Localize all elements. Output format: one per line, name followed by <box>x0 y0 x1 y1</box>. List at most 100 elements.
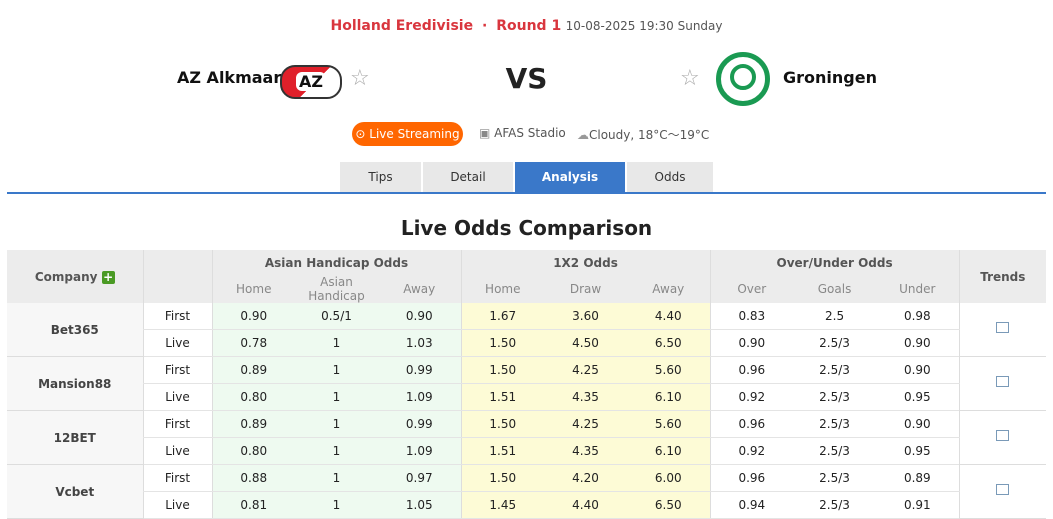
company-label: Company <box>34 269 98 284</box>
odds-cell: 0.89 <box>211 410 295 438</box>
odds-cell: 0.81 <box>211 491 295 519</box>
ou-header: Over/Under Odds <box>709 250 960 275</box>
odds-cell: 6.50 <box>627 329 711 357</box>
favorite-star-icon[interactable]: ☆ <box>350 66 370 91</box>
away-team-logo[interactable] <box>716 52 770 106</box>
home-team-logo[interactable]: AZ <box>280 65 342 99</box>
odds-cell: 1 <box>295 437 378 465</box>
odds-cell: 5.60 <box>627 410 711 438</box>
company-name[interactable]: 12BET <box>7 410 143 465</box>
odds-cell: 1 <box>295 491 378 519</box>
odds-type: First <box>142 410 212 438</box>
odds-cell: 0.78 <box>211 329 295 357</box>
match-datetime: 10-08-2025 19:30 Sunday <box>565 19 723 33</box>
weather-text: Cloudy, 18°C～19°C <box>589 128 710 142</box>
x2-header: 1X2 Odds <box>460 250 711 275</box>
cloud-icon: ☁ <box>577 128 589 142</box>
company-header: Company + <box>7 250 143 303</box>
odds-cell: 1 <box>295 383 378 411</box>
odds-cell: 1.50 <box>460 329 545 357</box>
league-name[interactable]: Holland Eredivisie <box>330 18 474 34</box>
weather: ☁Cloudy, 18°C～19°C <box>577 126 709 143</box>
odds-type: Live <box>142 329 212 357</box>
odds-cell: 2.5/3 <box>793 410 877 438</box>
tab-analysis[interactable]: Analysis <box>515 162 625 192</box>
odds-cell: 2.5/3 <box>793 437 877 465</box>
odds-type: Live <box>142 491 212 519</box>
odds-cell: 1.45 <box>460 491 545 519</box>
odds-type: Live <box>142 383 212 411</box>
odds-cell: 0.89 <box>211 356 295 384</box>
logo-text: AZ <box>296 72 326 91</box>
odds-cell: 0.98 <box>876 303 960 330</box>
trends-header: Trends <box>958 250 1047 303</box>
odds-cell: 0.80 <box>211 383 295 411</box>
tab-odds[interactable]: Odds <box>627 162 713 192</box>
odds-cell: 1.09 <box>378 383 462 411</box>
odds-cell: 0.90 <box>211 303 295 330</box>
odds-cell: 0.83 <box>709 303 794 330</box>
trend-chart-icon[interactable] <box>958 464 1047 519</box>
company-name[interactable]: Vcbet <box>7 464 143 519</box>
odds-cell: 1 <box>295 410 378 438</box>
subheader: Goals <box>793 275 877 303</box>
company-name[interactable]: Bet365 <box>7 303 143 357</box>
subheader: Home <box>211 275 295 303</box>
odds-cell: 4.40 <box>627 303 711 330</box>
odds-cell: 1.50 <box>460 410 545 438</box>
odds-cell: 1.67 <box>460 303 545 330</box>
odds-cell: 0.96 <box>709 356 794 384</box>
subheader: Away <box>627 275 711 303</box>
tab-underline <box>7 192 1046 194</box>
odds-cell: 4.35 <box>544 383 628 411</box>
odds-cell: 4.25 <box>544 356 628 384</box>
odds-cell: 2.5/3 <box>793 491 877 519</box>
play-icon: ⊙ <box>355 127 370 141</box>
odds-cell: 0.95 <box>876 437 960 465</box>
odds-cell: 6.10 <box>627 437 711 465</box>
odds-table: Company + Asian Handicap Odds 1X2 Odds O… <box>7 250 1047 519</box>
odds-cell: 1.05 <box>378 491 462 519</box>
add-company-icon[interactable]: + <box>101 269 115 284</box>
table-row: 12BET First 0.89 1 0.99 1.50 4.25 5.60 0.96 2.5/3… <box>7 410 1047 465</box>
odds-cell: 4.50 <box>544 329 628 357</box>
live-streaming-button[interactable]: ⊙ Live Streaming <box>352 122 463 146</box>
odds-cell: 1.51 <box>460 437 545 465</box>
section-title: Live Odds Comparison <box>400 216 653 240</box>
odds-cell: 0.92 <box>709 383 794 411</box>
odds-cell: 2.5/3 <box>793 464 877 492</box>
odds-cell: 0.94 <box>709 491 794 519</box>
table-row: Mansion88 First 0.89 1 0.99 1.50 4.25 5.60 0.96 2… <box>7 356 1047 411</box>
odds-cell: 5.60 <box>627 356 711 384</box>
tab-tips[interactable]: Tips <box>340 162 421 192</box>
odds-cell: 1 <box>295 356 378 384</box>
stadium: ▣ AFAS Stadio <box>479 126 566 140</box>
away-team-name[interactable]: Groningen <box>783 68 877 87</box>
odds-cell: 0.95 <box>876 383 960 411</box>
match-header: Holland Eredivisie · Round 1 10-08-2025 … <box>0 18 1053 34</box>
odds-cell: 4.35 <box>544 437 628 465</box>
odds-cell: 0.90 <box>876 410 960 438</box>
subheader: Under <box>876 275 960 303</box>
odds-cell: 0.90 <box>876 329 960 357</box>
odds-cell: 1.51 <box>460 383 545 411</box>
odds-cell: 0.99 <box>378 356 462 384</box>
table-row: Vcbet First 0.88 1 0.97 1.50 4.20 6.00 0.96 2.5/3… <box>7 464 1047 519</box>
odds-cell: 0.90 <box>709 329 794 357</box>
home-team-name[interactable]: AZ Alkmaar <box>177 68 282 87</box>
company-name[interactable]: Mansion88 <box>7 356 143 411</box>
live-label: Live Streaming <box>369 127 460 141</box>
favorite-star-icon[interactable]: ☆ <box>680 66 700 91</box>
odds-cell: 0.89 <box>876 464 960 492</box>
odds-type: Live <box>142 437 212 465</box>
odds-cell: 1 <box>295 329 378 357</box>
odds-cell: 0.80 <box>211 437 295 465</box>
odds-cell: 4.25 <box>544 410 628 438</box>
odds-cell: 0.5/1 <box>295 303 378 330</box>
odds-cell: 0.91 <box>876 491 960 519</box>
odds-cell: 0.96 <box>709 410 794 438</box>
trend-chart-icon[interactable] <box>958 356 1047 411</box>
trend-chart-icon[interactable] <box>958 410 1047 465</box>
trend-chart-icon[interactable] <box>958 303 1047 357</box>
tab-detail[interactable]: Detail <box>423 162 513 192</box>
